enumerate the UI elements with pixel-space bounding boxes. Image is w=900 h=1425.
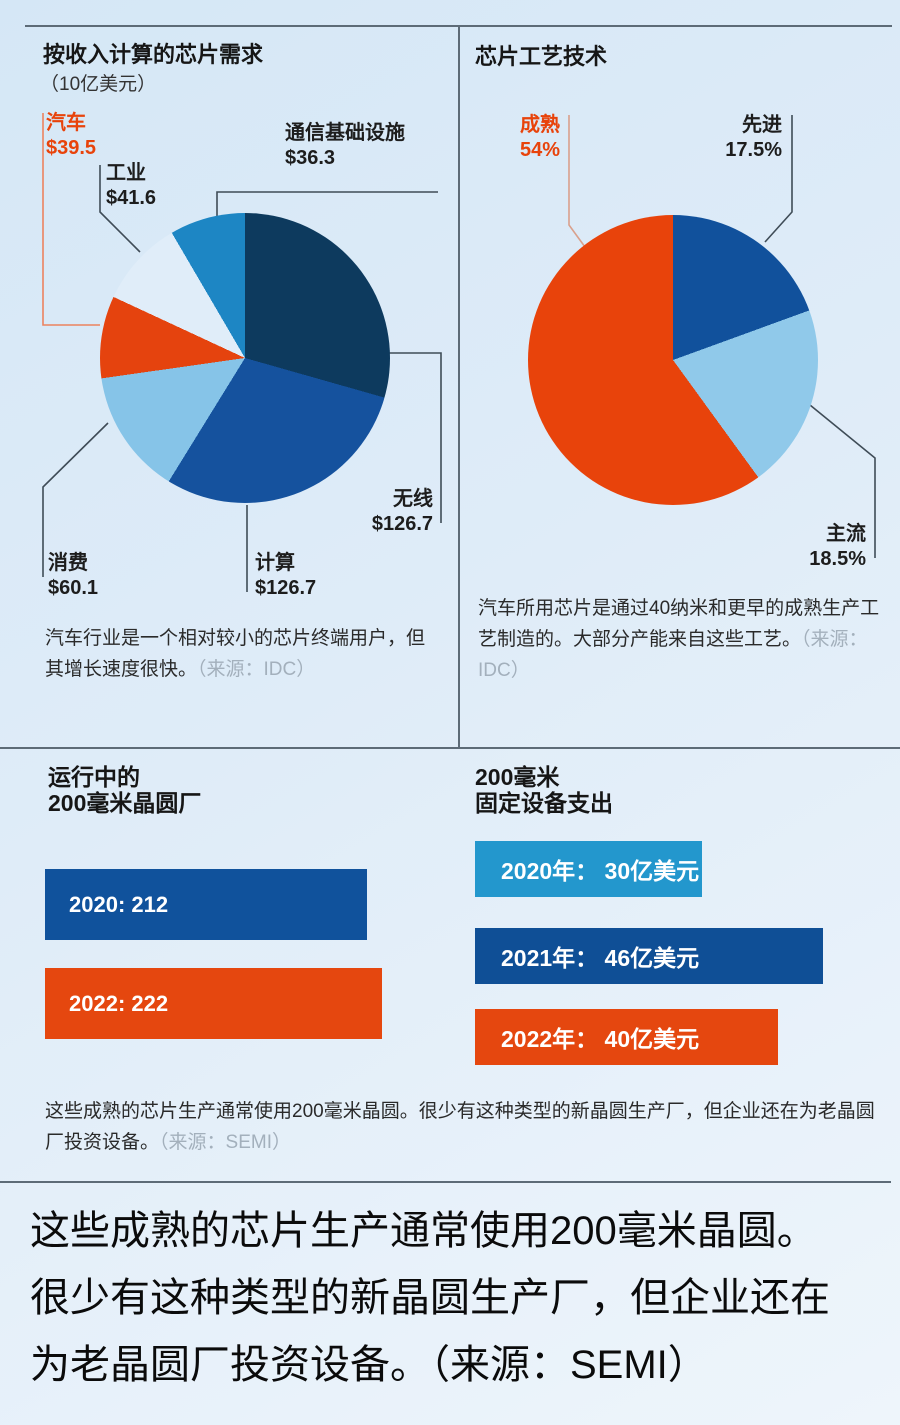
spending-title: 200毫米 固定设备支出 — [475, 764, 613, 816]
chip-demand-caption: 汽车行业是一个相对较小的芯片终端用户，但其增长速度很快。（来源：IDC） — [45, 628, 426, 680]
process-tech-title: 芯片工艺技术 — [475, 44, 608, 69]
pie-label-wireless: 无线 $126.7 — [371, 488, 433, 535]
footer-line-1: 这些成熟的芯片生产通常使用200毫米晶圆。 — [30, 1209, 817, 1253]
fabs-bar-chart: 2020: 212 2022: 222 — [45, 869, 382, 1039]
pie-label-mainstream: 主流 18.5% — [809, 523, 866, 570]
source-semi: （来源：SEMI） — [159, 1132, 291, 1153]
pie-chip-demand — [100, 213, 390, 503]
pie-label-compute: 计算 $126.7 — [255, 552, 317, 599]
fabs-title: 运行中的 200毫米晶圆厂 — [48, 764, 202, 816]
pie-label-mature: 成熟 54% — [520, 114, 561, 161]
bar-2020-spending: 2020年： 30亿美元 — [475, 841, 702, 897]
bar-2022-spending: 2022年： 40亿美元 — [475, 1009, 778, 1065]
panel-process-tech: 芯片工艺技术 成熟 54% 先进 17.5% 主流 18.5% 汽车所用芯片是通… — [458, 25, 900, 748]
panel-fabs-in-operation: 运行中的 200毫米晶圆厂 2020: 212 2022: 222 — [0, 748, 458, 1182]
panel-equipment-spending: 200毫米 固定设备支出 2020年： 30亿美元 2021年： 46亿美元 2… — [458, 748, 900, 1182]
chip-demand-subtitle: （10亿美元） — [40, 74, 157, 95]
pie-label-advanced: 先进 17.5% — [725, 114, 782, 161]
footer-line-3: 为老晶圆厂投资设备。（来源：SEMI） — [30, 1343, 708, 1387]
panel-chip-demand: 按收入计算的芯片需求 （10亿美元） 汽车 $39.5 工业 $41.6 通信基… — [0, 25, 458, 748]
bar-2021-spending: 2021年： 46亿美元 — [475, 928, 823, 984]
vertical-divider-line — [458, 25, 460, 748]
footer-summary-text: 这些成熟的芯片生产通常使用200毫米晶圆。 很少有这种类型的新晶圆生产厂，但企业… — [30, 1198, 878, 1399]
leader-mature — [568, 115, 586, 248]
bottom-border-line — [0, 1181, 891, 1183]
pie-label-consumer: 消费 $60.1 — [48, 552, 99, 599]
pie-label-comm: 通信基础设施 $36.3 — [285, 122, 405, 169]
source-idc: （来源：IDC） — [197, 659, 316, 680]
bar-2020-fabs: 2020: 212 — [45, 869, 367, 940]
process-tech-caption: 汽车所用芯片是通过40纳米和更早的成熟生产工艺制造的。大部分产能来自这些工艺。（… — [478, 598, 880, 681]
chip-demand-title: 按收入计算的芯片需求 — [43, 42, 264, 67]
pie-label-industrial: 工业 $41.6 — [106, 162, 157, 209]
footer-line-2: 很少有这种类型的新晶圆生产厂，但企业还在 — [30, 1276, 830, 1320]
middle-divider-line — [0, 747, 900, 749]
pie-label-auto: 汽车 $39.5 — [46, 112, 97, 159]
source-idc: （来源：IDC） — [478, 629, 868, 681]
wafer-caption: 这些成熟的芯片生产通常使用200毫米晶圆。很少有这种类型的新晶圆生产厂，但企业还… — [45, 1101, 875, 1153]
pie-process-tech — [528, 215, 818, 505]
spending-bar-chart: 2020年： 30亿美元 2021年： 46亿美元 2022年： 40亿美元 — [475, 841, 823, 1065]
bar-2022-fabs: 2022: 222 — [45, 968, 382, 1039]
